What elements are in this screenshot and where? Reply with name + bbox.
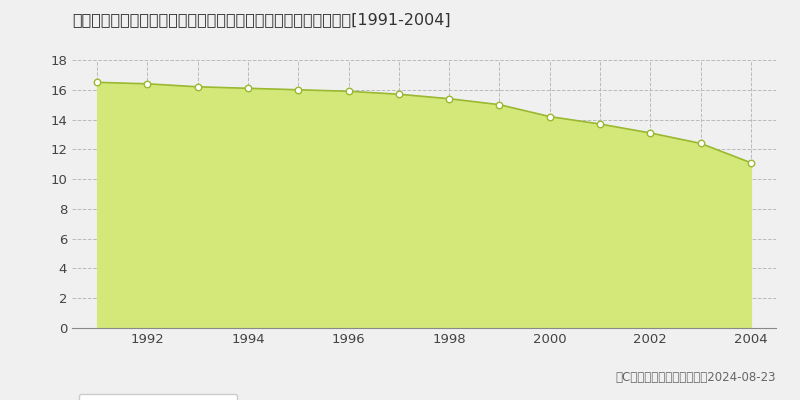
Point: [442, 96, 455, 102]
Legend: 地価公示 平均坪単価(万円/坪): 地価公示 平均坪単価(万円/坪): [78, 394, 237, 400]
Text: 埼玉県比企郡川島町大字角泉字鶴舞９番１　地価公示　地価推移[1991-2004]: 埼玉県比企郡川島町大字角泉字鶴舞９番１ 地価公示 地価推移[1991-2004]: [72, 12, 450, 27]
Point: [292, 86, 305, 93]
Point: [141, 81, 154, 87]
Point: [393, 91, 406, 98]
Point: [90, 79, 103, 86]
Point: [594, 121, 606, 127]
Point: [191, 84, 204, 90]
Point: [694, 140, 707, 146]
Point: [543, 113, 556, 120]
Point: [745, 160, 758, 166]
Point: [242, 85, 254, 92]
Point: [342, 88, 355, 94]
Point: [644, 130, 657, 136]
Point: [493, 102, 506, 108]
Text: （C）土地価格ドットコム　2024-08-23: （C）土地価格ドットコム 2024-08-23: [615, 371, 776, 384]
